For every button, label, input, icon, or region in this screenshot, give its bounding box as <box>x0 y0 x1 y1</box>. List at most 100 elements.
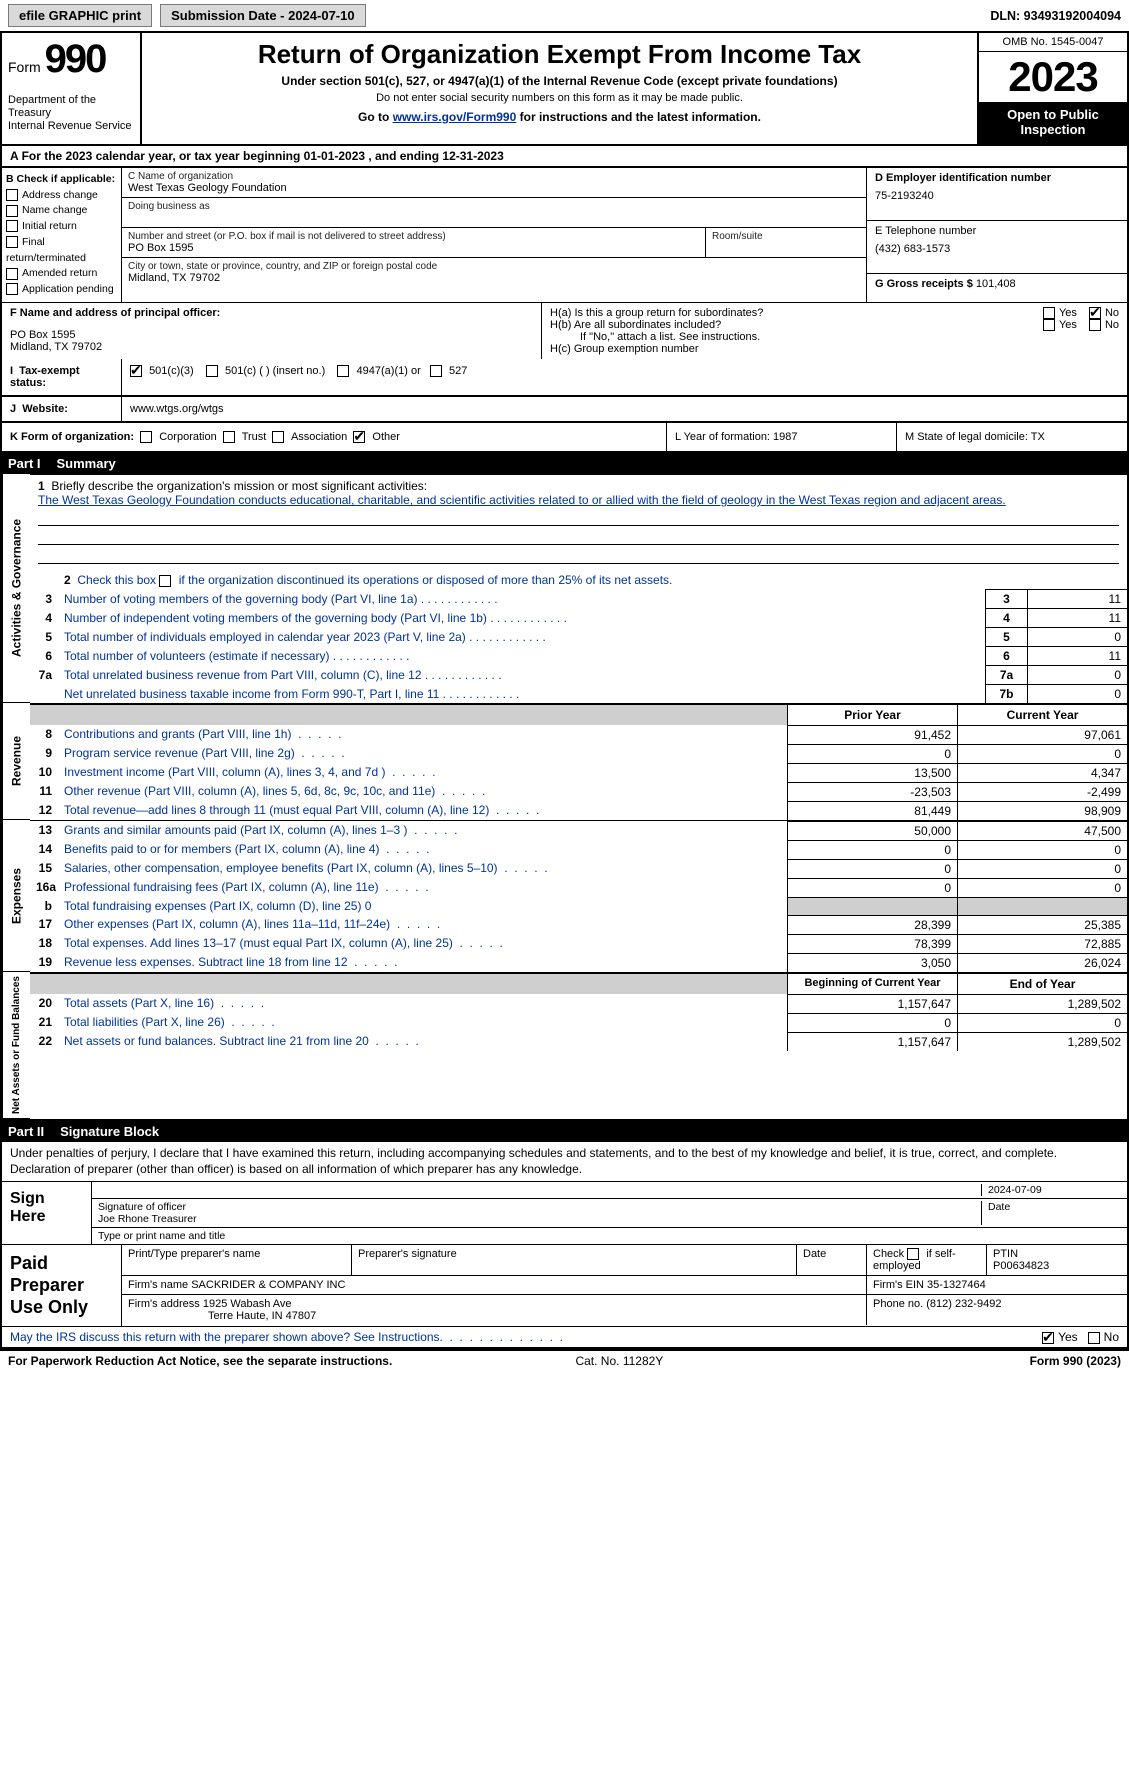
chk-trust[interactable] <box>223 431 235 443</box>
gross-receipts: 101,408 <box>976 278 1016 290</box>
gov-row: 6Total number of volunteers (estimate if… <box>30 646 1127 665</box>
firm-phone: Phone no. (812) 232-9492 <box>867 1295 1127 1325</box>
exempt-row: I Tax-exempt status: 501(c)(3) 501(c) ( … <box>0 359 1129 397</box>
form-no-footer: Form 990 (2023) <box>1030 1354 1121 1368</box>
discuss-row: May the IRS discuss this return with the… <box>2 1326 1127 1347</box>
omb-number: OMB No. 1545-0047 <box>979 33 1127 52</box>
firm-ein: Firm's EIN 35-1327464 <box>867 1276 1127 1294</box>
form-subtitle: Under section 501(c), 527, or 4947(a)(1)… <box>281 74 837 88</box>
chk-pending[interactable] <box>6 283 18 295</box>
chk-501c[interactable] <box>206 365 218 377</box>
cat-no: Cat. No. 11282Y <box>575 1354 663 1368</box>
street: PO Box 1595 <box>128 242 699 254</box>
box-c: C Name of organization West Texas Geolog… <box>122 168 867 302</box>
chk-self-emp[interactable] <box>907 1248 919 1260</box>
part-i-header: Part I Summary <box>0 453 1129 474</box>
chk-501c3[interactable] <box>130 365 142 377</box>
signature-block: Under penalties of perjury, I declare th… <box>0 1142 1129 1349</box>
chk-hb-yes[interactable] <box>1043 319 1055 331</box>
exempt-label: I Tax-exempt status: <box>2 359 122 395</box>
chk-527[interactable] <box>430 365 442 377</box>
chk-discontinued[interactable] <box>159 575 171 587</box>
chk-corp[interactable] <box>140 431 152 443</box>
org-name: West Texas Geology Foundation <box>128 182 860 194</box>
prior-current-hdr: Prior Year Current Year <box>30 704 1127 725</box>
ptin: P00634823 <box>993 1260 1049 1272</box>
part-ii-header: Part II Signature Block <box>0 1121 1129 1142</box>
info-grid: B Check if applicable: Address change Na… <box>0 168 1129 302</box>
telephone: (432) 683-1573 <box>875 243 1119 255</box>
mission-text: The West Texas Geology Foundation conduc… <box>38 493 1006 507</box>
header-mid: Return of Organization Exempt From Incom… <box>142 33 977 144</box>
chk-discuss-yes[interactable] <box>1042 1332 1054 1344</box>
fg-row: F Name and address of principal officer:… <box>0 302 1129 359</box>
form-header: Form 990 Department of the Treasury Inte… <box>0 33 1129 146</box>
dln-label: DLN: 93493192004094 <box>990 9 1121 23</box>
data-row: 8Contributions and grants (Part VIII, li… <box>30 725 1127 744</box>
data-row: 21Total liabilities (Part X, line 26) . … <box>30 1013 1127 1032</box>
data-row: 17Other expenses (Part IX, column (A), l… <box>30 915 1127 934</box>
data-row: 15Salaries, other compensation, employee… <box>30 859 1127 878</box>
line-2: 2 Check this box Check this box if the o… <box>30 568 1127 589</box>
state-domicile: M State of legal domicile: TX <box>897 423 1127 451</box>
chk-discuss-no[interactable] <box>1088 1332 1100 1344</box>
open-public-badge: Open to Public Inspection <box>979 102 1127 144</box>
data-row: 18Total expenses. Add lines 13–17 (must … <box>30 934 1127 953</box>
data-row: 9Program service revenue (Part VIII, lin… <box>30 744 1127 763</box>
chk-ha-yes[interactable] <box>1043 307 1055 319</box>
footer: For Paperwork Reduction Act Notice, see … <box>0 1349 1129 1371</box>
sign-here: Sign Here 2024-07-09 Signature of office… <box>2 1181 1127 1244</box>
submission-btn[interactable]: Submission Date - 2024-07-10 <box>160 4 366 27</box>
paperwork-notice: For Paperwork Reduction Act Notice, see … <box>8 1354 392 1368</box>
gov-row: Net unrelated business taxable income fr… <box>30 684 1127 703</box>
line-a: A For the 2023 calendar year, or tax yea… <box>0 146 1129 168</box>
form-subtitle2: Do not enter social security numbers on … <box>376 92 743 104</box>
exp-row-b: b Total fundraising expenses (Part IX, c… <box>30 897 1127 915</box>
klm-row: K Form of organization: Corporation Trus… <box>0 423 1129 453</box>
gov-row: 4Number of independent voting members of… <box>30 608 1127 627</box>
website-url: www.wtgs.org/wtgs <box>122 397 1127 421</box>
form-number: 990 <box>45 37 106 82</box>
irs-label: Internal Revenue Service <box>8 120 134 133</box>
form-link-row: Go to www.irs.gov/Form990 for instructio… <box>358 110 761 124</box>
vlabel-netassets: Net Assets or Fund Balances <box>2 972 30 1119</box>
data-row: 10Investment income (Part VIII, column (… <box>30 763 1127 782</box>
efile-btn[interactable]: efile GRAPHIC print <box>8 4 152 27</box>
box-d: D Employer identification number 75-2193… <box>867 168 1127 302</box>
chk-initial[interactable] <box>6 220 18 232</box>
sig-declaration: Under penalties of perjury, I declare th… <box>2 1142 1127 1181</box>
paid-preparer: Paid Preparer Use Only Print/Type prepar… <box>2 1244 1127 1326</box>
data-row: 12Total revenue—add lines 8 through 11 (… <box>30 801 1127 820</box>
chk-amended[interactable] <box>6 268 18 280</box>
header-right: OMB No. 1545-0047 2023 Open to Public In… <box>977 33 1127 144</box>
chk-name[interactable] <box>6 205 18 217</box>
form-label: Form <box>8 59 41 75</box>
chk-assoc[interactable] <box>272 431 284 443</box>
year-formation: L Year of formation: 1987 <box>667 423 897 451</box>
chk-ha-no[interactable] <box>1089 307 1101 319</box>
sig-date: 2024-07-09 <box>981 1184 1121 1196</box>
form-title: Return of Organization Exempt From Incom… <box>258 39 861 70</box>
ein: 75-2193240 <box>875 190 1119 202</box>
chk-hb-no[interactable] <box>1089 319 1101 331</box>
irs-link[interactable]: www.irs.gov/Form990 <box>393 110 517 124</box>
begin-end-hdr: Beginning of Current Year End of Year <box>30 973 1127 994</box>
mission-block: 1 Briefly describe the organization's mi… <box>30 475 1127 568</box>
officer-name: Joe Rhone Treasurer <box>98 1213 197 1225</box>
gov-row: 5Total number of individuals employed in… <box>30 627 1127 646</box>
box-f: F Name and address of principal officer:… <box>2 303 542 359</box>
chk-address[interactable] <box>6 189 18 201</box>
chk-other[interactable] <box>353 431 365 443</box>
vlabel-expenses: Expenses <box>2 820 30 972</box>
chk-4947[interactable] <box>337 365 349 377</box>
top-toolbar: efile GRAPHIC print Submission Date - 20… <box>0 0 1129 33</box>
data-row: 22Net assets or fund balances. Subtract … <box>30 1032 1127 1051</box>
data-row: 20Total assets (Part X, line 16) . . . .… <box>30 994 1127 1013</box>
vlabel-governance: Activities & Governance <box>2 474 30 703</box>
data-row: 11Other revenue (Part VIII, column (A), … <box>30 782 1127 801</box>
chk-final[interactable] <box>6 236 18 248</box>
firm-name: Firm's name SACKRIDER & COMPANY INC <box>122 1276 867 1294</box>
tax-year: 2023 <box>979 52 1127 102</box>
data-row: 14Benefits paid to or for members (Part … <box>30 840 1127 859</box>
gov-row: 3Number of voting members of the governi… <box>30 589 1127 608</box>
